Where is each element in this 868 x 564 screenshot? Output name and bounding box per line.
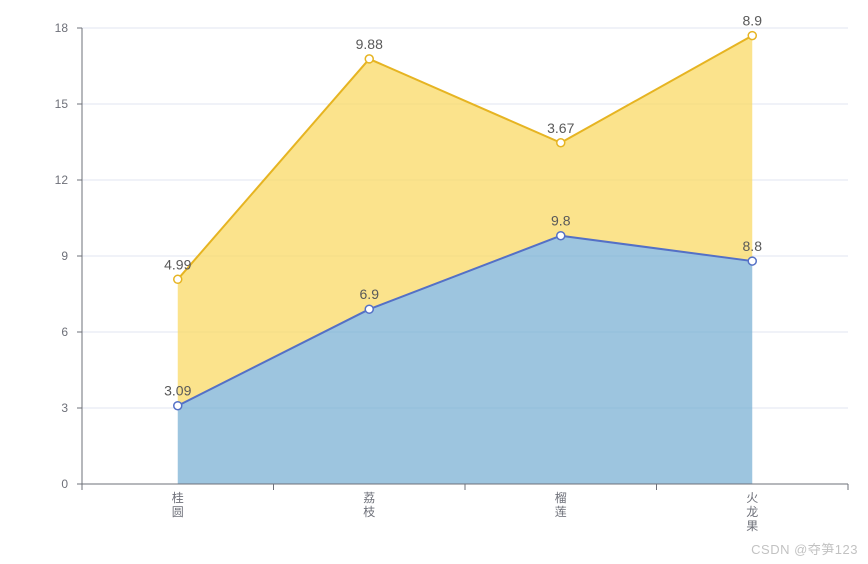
- x-tick-label: 火龙果: [746, 491, 758, 533]
- value-label-series-b: 9.88: [356, 36, 383, 52]
- svg-text:圆: 圆: [172, 505, 184, 519]
- svg-text:桂: 桂: [172, 490, 184, 505]
- watermark-text: CSDN @夺笋123: [751, 539, 858, 558]
- marker-series-b: [365, 55, 373, 63]
- value-label-series-b: 3.67: [547, 120, 574, 136]
- value-label-series-b: 4.99: [164, 256, 191, 272]
- x-tick-label: 榴莲: [555, 491, 567, 519]
- marker-series-b: [174, 275, 182, 283]
- svg-text:枝: 枝: [363, 504, 375, 519]
- value-label-series-a: 3.09: [164, 383, 191, 399]
- y-tick-label: 15: [55, 97, 69, 111]
- marker-series-a: [365, 305, 373, 313]
- area-chart: 0 3 6 9 12 15 18 3.09 6.9 9.8 8.8 4.99 9.88 3.67 8.9 桂圆…: [0, 0, 868, 564]
- svg-text:荔: 荔: [363, 491, 375, 505]
- x-tick-label: 荔枝: [363, 491, 375, 519]
- y-tick-label: 18: [55, 21, 69, 35]
- y-tick-label: 3: [61, 401, 68, 415]
- y-tick-label: 12: [55, 173, 69, 187]
- svg-text:火: 火: [746, 491, 758, 505]
- value-label-series-a: 9.8: [551, 213, 571, 229]
- marker-series-a: [557, 232, 565, 240]
- svg-text:莲: 莲: [555, 505, 567, 519]
- y-tick-label: 6: [61, 325, 68, 339]
- marker-series-a: [748, 257, 756, 265]
- svg-text:榴: 榴: [555, 491, 567, 505]
- marker-series-b: [748, 32, 756, 40]
- x-tick-label: 桂圆: [172, 490, 184, 519]
- y-tick-label: 9: [61, 249, 68, 263]
- svg-text:龙: 龙: [746, 505, 758, 519]
- value-label-series-a: 6.9: [360, 286, 380, 302]
- svg-text:果: 果: [746, 519, 758, 533]
- value-label-series-a: 8.8: [743, 238, 763, 254]
- marker-series-b: [557, 139, 565, 147]
- marker-series-a: [174, 402, 182, 410]
- chart-container: 0 3 6 9 12 15 18 3.09 6.9 9.8 8.8 4.99 9.88 3.67 8.9 桂圆…: [0, 0, 868, 564]
- y-tick-label: 0: [61, 477, 68, 491]
- value-label-series-b: 8.9: [743, 13, 763, 29]
